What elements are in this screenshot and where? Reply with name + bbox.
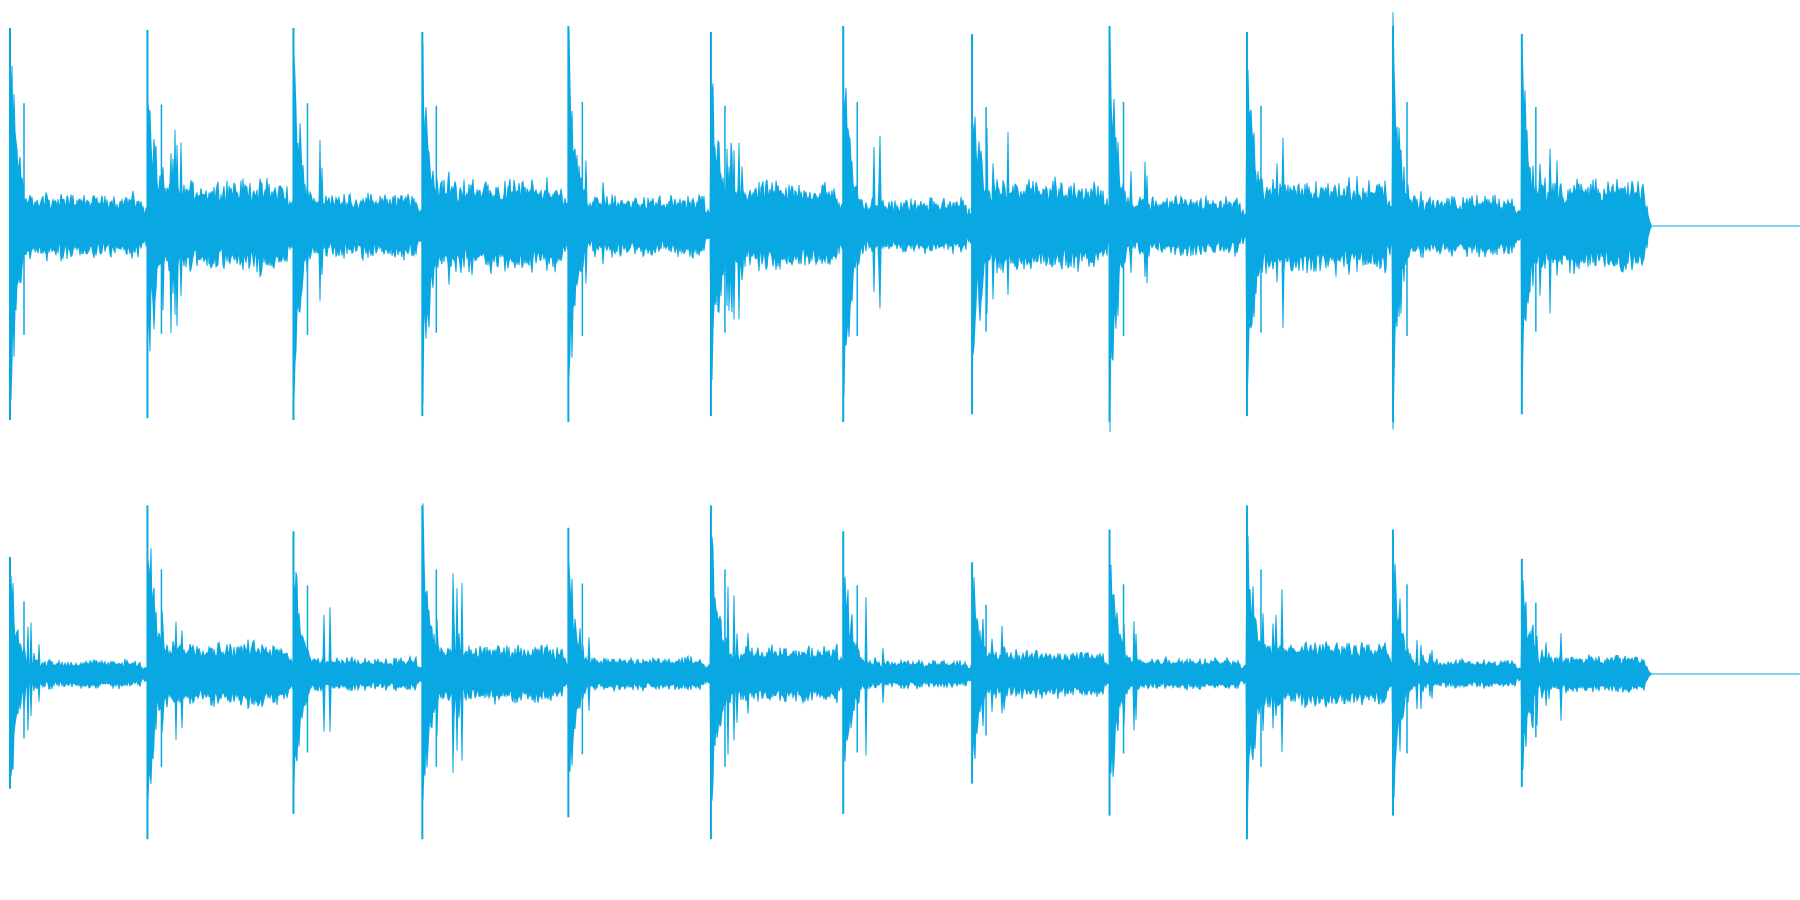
waveform-channel-1 [9,12,1800,433]
waveform-channel-2 [9,503,1800,840]
waveform-body [9,12,1652,433]
waveform-body [9,503,1652,840]
